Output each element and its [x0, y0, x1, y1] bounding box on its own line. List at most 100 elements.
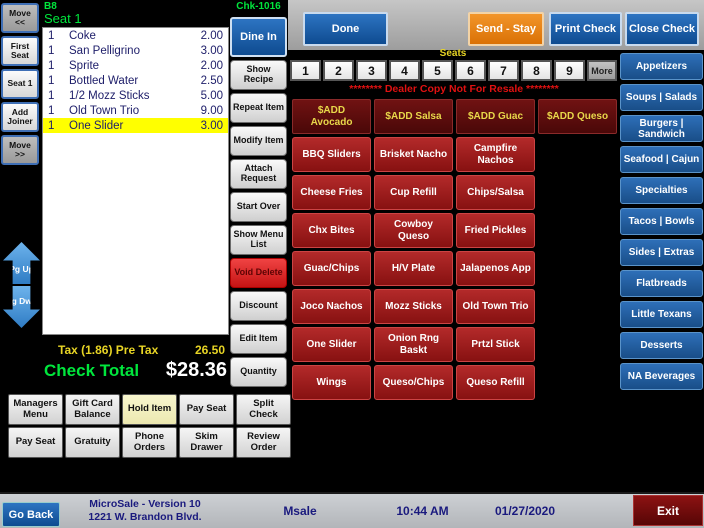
menu-addon-button[interactable]: $ADD Guac [456, 99, 535, 134]
bottom-action-button[interactable]: Split Check [236, 394, 291, 425]
seat-control-button[interactable]: First Seat [1, 36, 39, 66]
bottom-action-button[interactable]: Skim Drawer [179, 427, 234, 458]
menu-item-button[interactable]: Fried Pickles [456, 213, 535, 248]
order-action-button[interactable]: Edit Item [230, 324, 287, 354]
seat-number-button[interactable]: 9 [554, 60, 585, 81]
menu-item-button[interactable]: Chx Bites [292, 213, 371, 248]
menu-item-button[interactable]: Queso/Chips [374, 365, 453, 400]
menu-item-button[interactable]: Brisket Nacho [374, 137, 453, 172]
order-action-button[interactable]: Show Menu List [230, 225, 287, 255]
menu-item-button[interactable]: Cheese Fries [292, 175, 371, 210]
order-action-button[interactable]: Modify Item [230, 126, 287, 156]
menu-item-button[interactable]: BBQ Sliders [292, 137, 371, 172]
order-item-row[interactable]: 1 Sprite 2.00 [43, 58, 228, 73]
menu-item-button[interactable]: Old Town Trio [456, 289, 535, 324]
order-action-button[interactable]: Void Delete [230, 258, 287, 288]
menu-item-button[interactable]: Prtzl Stick [456, 327, 535, 362]
category-button[interactable]: Sides | Extras [620, 239, 703, 266]
menu-item-button[interactable]: Campfire Nachos [456, 137, 535, 172]
category-button[interactable]: Appetizers [620, 53, 703, 80]
menu-item-button[interactable]: Chips/Salsa [456, 175, 535, 210]
menu-item-button[interactable]: Queso Refill [456, 365, 535, 400]
go-back-button[interactable]: Go Back [2, 502, 60, 527]
category-button[interactable]: Little Texans [620, 301, 703, 328]
menu-item-button[interactable]: Jalapenos App [456, 251, 535, 286]
order-item-list[interactable]: 1 Coke 2.00 1 San Pelligrino 3.00 1 Spri… [42, 27, 229, 335]
item-quantity: 1 [48, 104, 55, 117]
page-up-button[interactable]: Pg Up [3, 242, 40, 284]
order-action-button[interactable]: Quantity [230, 357, 287, 387]
seat-number-button[interactable]: 6 [455, 60, 486, 81]
item-quantity: 1 [48, 59, 55, 72]
bottom-action-button[interactable]: Gift Card Balance [65, 394, 120, 425]
seat-control-button[interactable]: Move >> [1, 135, 39, 165]
menu-item-button[interactable]: Mozz Sticks [374, 289, 453, 324]
bottom-action-button[interactable]: Managers Menu [8, 394, 63, 425]
menu-item-button[interactable]: One Slider [292, 327, 371, 362]
item-price: 3.00 [200, 44, 223, 57]
order-item-row[interactable]: 1 1/2 Mozz Sticks 5.00 [43, 88, 228, 103]
seat-control-button[interactable]: Move << [1, 3, 39, 33]
item-quantity: 1 [48, 44, 55, 57]
bottom-action-button[interactable]: Hold Item [122, 394, 177, 425]
seat-number-button[interactable]: 1 [290, 60, 321, 81]
order-item-row[interactable]: 1 One Slider 3.00 [43, 118, 228, 133]
done-button[interactable]: Done [303, 12, 388, 46]
item-name: San Pelligrino [69, 44, 140, 57]
category-button[interactable]: Specialties [620, 177, 703, 204]
bottom-action-button[interactable]: Review Order [236, 427, 291, 458]
bottom-action-button[interactable]: Pay Seat [179, 394, 234, 425]
order-action-button[interactable]: Show Recipe [230, 60, 287, 90]
menu-addon-button[interactable]: $ADD Queso [538, 99, 617, 134]
bottom-action-button[interactable]: Pay Seat [8, 427, 63, 458]
menu-item-button[interactable]: H/V Plate [374, 251, 453, 286]
seat-control-button[interactable]: Add Joiner [1, 102, 39, 132]
category-button[interactable]: Burgers | Sandwich [620, 115, 703, 142]
menu-addon-button[interactable]: $ADD Avocado [292, 99, 371, 134]
order-action-button[interactable]: Discount [230, 291, 287, 321]
category-button[interactable]: Tacos | Bowls [620, 208, 703, 235]
category-button[interactable]: NA Beverages [620, 363, 703, 390]
category-button[interactable]: Flatbreads [620, 270, 703, 297]
menu-item-button[interactable]: Guac/Chips [292, 251, 371, 286]
print-check-button[interactable]: Print Check [549, 12, 622, 46]
close-check-button[interactable]: Close Check [625, 12, 699, 46]
order-item-row[interactable]: 1 Bottled Water 2.50 [43, 73, 228, 88]
menu-item-button[interactable]: Onion Rng Baskt [374, 327, 453, 362]
seat-number-button[interactable]: 4 [389, 60, 420, 81]
exit-button[interactable]: Exit [633, 495, 703, 526]
seat-number-button[interactable]: 7 [488, 60, 519, 81]
seat-number-button[interactable]: 3 [356, 60, 387, 81]
order-item-row[interactable]: 1 Coke 2.00 [43, 28, 228, 43]
menu-item-button[interactable]: Cowboy Queso [374, 213, 453, 248]
menu-item-button[interactable]: Cup Refill [374, 175, 453, 210]
menu-item-button[interactable]: Joco Nachos [292, 289, 371, 324]
seat-number-button[interactable]: 8 [521, 60, 552, 81]
item-name: One Slider [69, 119, 124, 132]
page-down-button[interactable]: Pg Dwn [3, 286, 40, 328]
order-action-button[interactable]: Repeat Item [230, 93, 287, 123]
seats-label: Seats [439, 48, 467, 59]
menu-item-button[interactable]: Wings [292, 365, 371, 400]
bottom-action-button[interactable]: Phone Orders [122, 427, 177, 458]
item-price: 2.00 [200, 59, 223, 72]
category-button[interactable]: Soups | Salads [620, 84, 703, 111]
dine-in-button[interactable]: Dine In [230, 17, 287, 57]
send-stay-button[interactable]: Send - Stay [468, 12, 544, 46]
seat-number-button[interactable]: 2 [323, 60, 354, 81]
order-item-row[interactable]: 1 San Pelligrino 3.00 [43, 43, 228, 58]
seat-control-button[interactable]: Seat 1 [1, 69, 39, 99]
menu-addon-button[interactable]: $ADD Salsa [374, 99, 453, 134]
order-action-button[interactable]: Attach Request [230, 159, 287, 189]
order-item-row[interactable]: 1 Old Town Trio 9.00 [43, 103, 228, 118]
seat-header: Seat 1 [44, 11, 82, 26]
seat-number-button[interactable]: 5 [422, 60, 453, 81]
category-button[interactable]: Seafood | Cajun [620, 146, 703, 173]
category-panel: Appetizers Soups | Salads Burgers | Sand… [620, 53, 703, 394]
order-action-button[interactable]: Start Over [230, 192, 287, 222]
more-seats-button[interactable]: More [587, 60, 617, 81]
bottom-action-button[interactable]: Gratuity [65, 427, 120, 458]
clock-time: 10:44 AM [396, 504, 449, 518]
menu-addon-row: $ADD Avocado $ADD Salsa $ADD Guac $ADD Q… [292, 99, 617, 134]
category-button[interactable]: Desserts [620, 332, 703, 359]
